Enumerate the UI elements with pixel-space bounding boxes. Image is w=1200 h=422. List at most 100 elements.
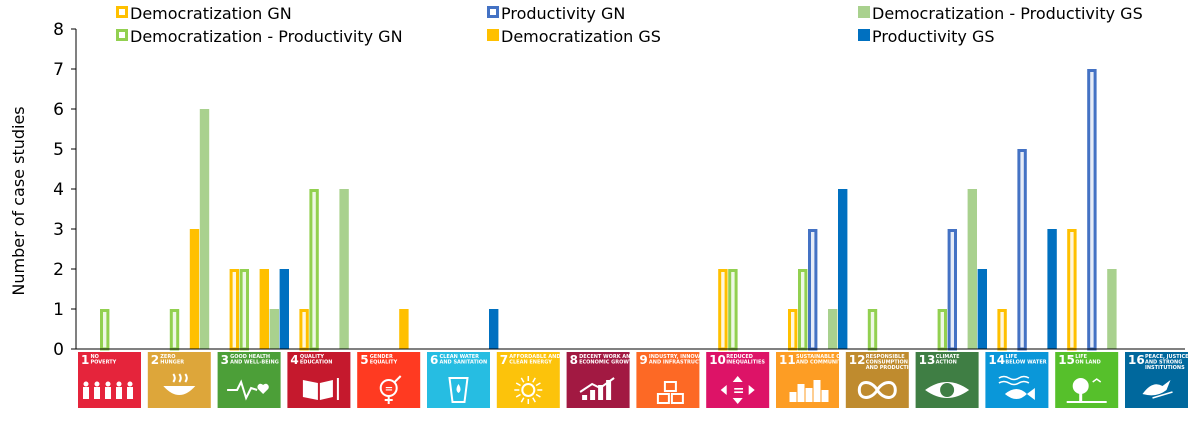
- y-tick-label: 2: [53, 260, 64, 280]
- bar: [199, 109, 210, 349]
- bar: [947, 229, 957, 351]
- legend-label: Productivity GS: [872, 27, 995, 46]
- legend-label: Democratization - Productivity GS: [872, 4, 1143, 23]
- sdg-number: 14: [988, 353, 1005, 367]
- bar: [838, 189, 848, 349]
- sdg-title-line: SUSTAINABLE CITIES: [796, 354, 854, 360]
- bar: [798, 269, 808, 351]
- sdg-title-line: ECONOMIC GROWTH: [579, 360, 636, 366]
- sdg-title-line: CONSUMPTION: [866, 360, 908, 366]
- bowl-icon: [163, 373, 196, 395]
- y-tick-label: 3: [53, 220, 64, 240]
- y-tick-label: 1: [53, 300, 64, 320]
- sdg-title-line: ON LAND: [1075, 360, 1101, 366]
- y-tick-label: 7: [53, 60, 64, 80]
- sdg-title-line: BELOW WATER: [1005, 360, 1046, 366]
- sdg-number: 10: [709, 353, 726, 367]
- water-glass-icon: [448, 377, 469, 403]
- sdg-number: 16: [1128, 353, 1145, 367]
- gender-icon: =: [379, 375, 402, 404]
- sdg-title-line: LIFE: [1005, 354, 1017, 360]
- bar: [808, 229, 818, 351]
- sdg-title-line: AND WELL-BEING: [230, 360, 279, 366]
- sdg-title-line: PEACE, JUSTICE: [1145, 354, 1189, 360]
- sdg-title-line: GOOD HEALTH: [230, 354, 270, 360]
- sdg-number: 11: [779, 353, 796, 367]
- svg-text:=: =: [385, 384, 393, 395]
- y-tick-label: 4: [53, 180, 64, 200]
- bar: [937, 309, 947, 351]
- legend-entry: Democratization - Productivity GS: [858, 4, 1143, 23]
- bar: [867, 309, 878, 351]
- bar: [100, 309, 110, 351]
- bar: [728, 269, 738, 351]
- bar: [997, 309, 1007, 351]
- sdg-number: 1: [81, 353, 89, 367]
- sdg-title-line: INDUSTRY, INNOVATION: [649, 354, 715, 360]
- sdg-title-line: AFFORDABLE AND: [509, 354, 560, 360]
- sdg-tile-bg: [147, 352, 211, 408]
- bar: [967, 189, 977, 349]
- legend-entry: Productivity GS: [858, 27, 995, 46]
- bar: [718, 269, 728, 351]
- legend-entry: Democratization GS: [487, 27, 661, 46]
- y-tick-label: 6: [53, 100, 64, 120]
- bar: [169, 309, 180, 351]
- sdg-title-line: AND COMMUNITIES: [796, 360, 851, 366]
- legend-swatch: [116, 6, 128, 18]
- sdg-number: 7: [500, 353, 508, 367]
- legend-swatch: [116, 29, 128, 41]
- sdg-title-line: DECENT WORK AND: [579, 354, 634, 360]
- family-icon: [83, 381, 133, 399]
- bar: [309, 189, 319, 351]
- legend-label: Productivity GN: [501, 4, 625, 23]
- y-axis: 0 1 2 3 4 5 6 7 8 Number of case studies: [9, 20, 77, 360]
- bar: [399, 309, 409, 349]
- bar: [1017, 149, 1027, 351]
- sdg-tile-bg: [1125, 352, 1188, 408]
- bar: [1087, 69, 1097, 351]
- bar: [1107, 269, 1117, 349]
- sdg-number: 5: [360, 353, 368, 367]
- sdg-title-line: CLEAN WATER: [440, 354, 480, 360]
- sdg-number: 6: [430, 353, 438, 367]
- bar: [1047, 229, 1057, 349]
- growth-chart-icon: [579, 377, 615, 400]
- sdg-tile-bg: [845, 352, 909, 408]
- bar: [977, 269, 987, 349]
- sdg-title-line: INSTITUTIONS: [1145, 365, 1185, 371]
- sdg-number: 8: [570, 353, 578, 367]
- sdg-tile-bg: [287, 352, 351, 408]
- legend-label: Democratization - Productivity GN: [130, 27, 403, 46]
- legend-swatch: [487, 6, 499, 18]
- legend-swatch: [858, 6, 870, 18]
- y-tick-label: 5: [53, 140, 64, 160]
- bar: [1067, 229, 1077, 351]
- bar: [239, 269, 250, 351]
- sdg-title-line: AND STRONG: [1145, 360, 1182, 366]
- sdg-title-line: QUALITY: [300, 354, 324, 360]
- infinity-icon: [857, 381, 897, 399]
- bar: [828, 309, 838, 349]
- sdg-number: 2: [151, 353, 159, 367]
- sdg-title-line: EDUCATION: [300, 360, 332, 366]
- cubes-icon: [656, 381, 684, 404]
- legend-entry: Democratization - Productivity GN: [116, 27, 403, 46]
- sdg-title-line: INEQUALITIES: [726, 360, 765, 366]
- y-tick-label: 8: [53, 20, 64, 40]
- sdg-title-line: AND SANITATION: [440, 360, 488, 366]
- legend-entry: Productivity GN: [487, 4, 625, 23]
- bar: [229, 269, 240, 351]
- legend-entry: Democratization GN: [116, 4, 292, 23]
- sdg-title-line: CLEAN ENERGY: [509, 360, 552, 366]
- heartbeat-icon: [227, 379, 269, 401]
